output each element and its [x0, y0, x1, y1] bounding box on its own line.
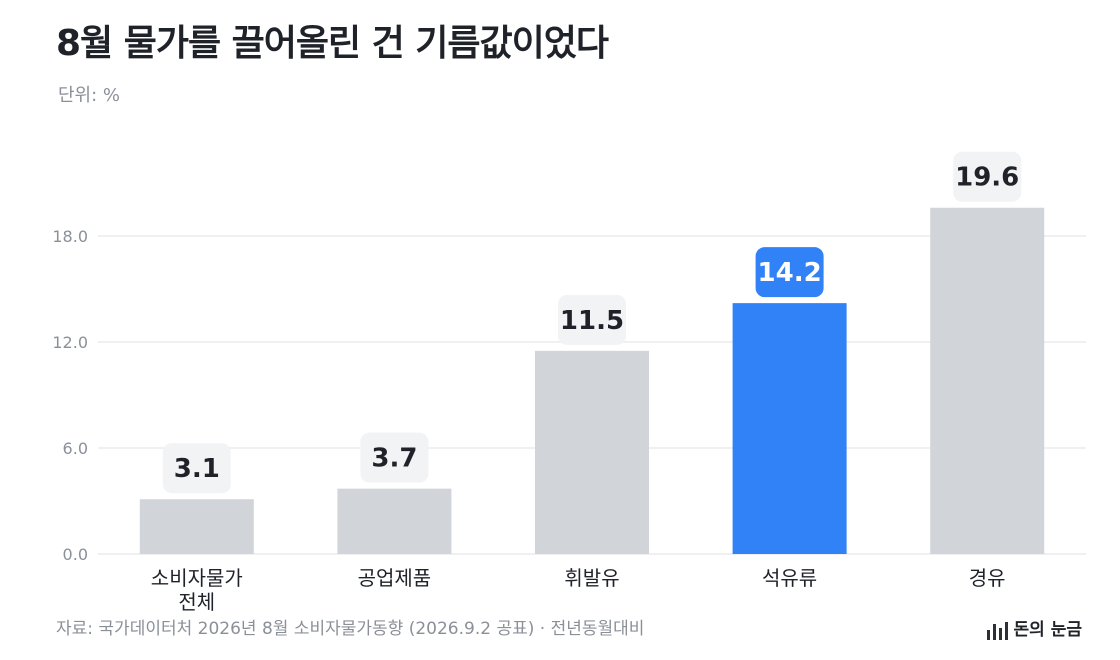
x-tick-label: 경유 [969, 566, 1006, 590]
bar-chart-icon [986, 622, 1008, 640]
brand-name: 돈의 눈금 [1013, 620, 1082, 640]
y-tick-label: 18.0 [52, 227, 88, 246]
y-tick-label: 0.0 [63, 545, 88, 564]
value-label-box [558, 294, 626, 345]
x-tick-label: 휘발유 [564, 566, 619, 590]
bar [139, 499, 254, 554]
value-label-box [162, 443, 231, 494]
value-label-box [360, 432, 429, 483]
bar [732, 303, 847, 554]
value-label-box [953, 151, 1022, 202]
bar [337, 488, 452, 554]
x-tick-label: 소비자물가 [151, 566, 243, 590]
unit-label: 단위: % [58, 85, 121, 106]
y-tick-label: 12.0 [52, 333, 88, 352]
value-label: 3.1 [174, 454, 220, 484]
chart-title: 8월 물가를 끌어올린 건 기름값이었다 [56, 23, 609, 64]
y-tick-label: 6.0 [63, 439, 88, 458]
x-tick-label: 공업제품 [358, 566, 432, 590]
value-label: 11.5 [560, 306, 624, 336]
value-label: 3.7 [371, 444, 417, 474]
x-tick-label: 전체 [178, 590, 215, 614]
x-tick-label: 석유류 [762, 566, 817, 590]
value-label-box [755, 247, 824, 298]
value-label: 14.2 [758, 258, 822, 288]
value-label: 19.6 [955, 163, 1019, 193]
source-note: 자료: 국가데이터처 2026년 8월 소비자물가동향 (2026.9.2 공표… [56, 619, 645, 639]
brand-logo: 돈의 눈금 [986, 615, 1082, 640]
bar [930, 207, 1045, 554]
bar [535, 350, 649, 554]
